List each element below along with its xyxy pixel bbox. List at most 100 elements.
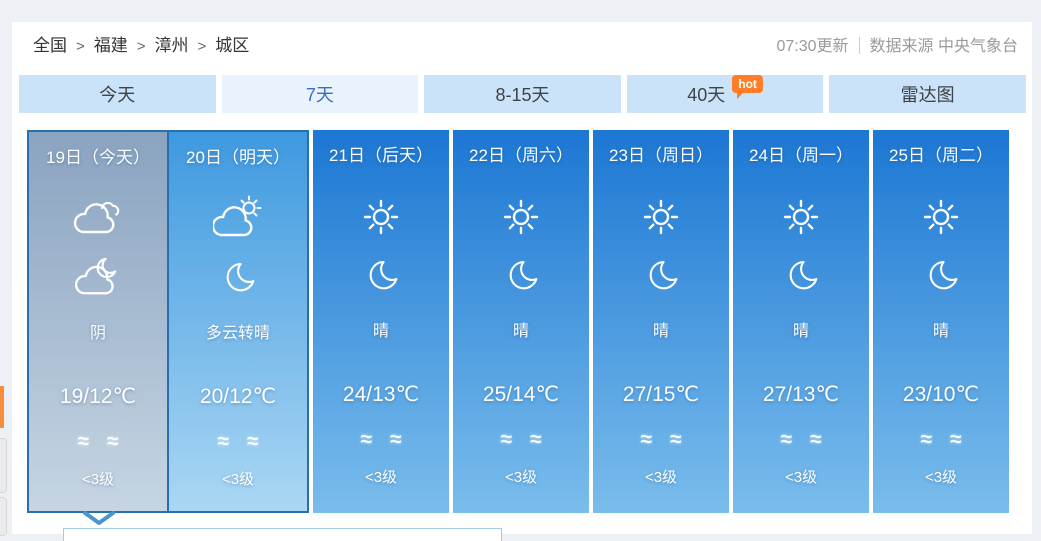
day-column-3[interactable]: 21日（后天）晴 24/13℃ ≈ ≈ <3级 — [313, 130, 449, 513]
selected-days-group: 19日（今天）阴 19/12℃ ≈ ≈ <3级 20日（明天） 多云转晴 20/12℃ ≈ ≈ <3… — [27, 130, 309, 513]
wind-wave-icon: ≈ — [950, 428, 962, 451]
wind-wave-icon: ≈ — [780, 428, 792, 451]
chevron-down-icon — [83, 511, 115, 525]
night-icon-slot — [733, 254, 869, 298]
day-column-1[interactable]: 19日（今天）阴 19/12℃ ≈ ≈ <3级 — [29, 132, 169, 511]
breadcrumb-link-2[interactable]: 漳州 — [154, 36, 189, 55]
day-date: 22日（周六） — [469, 146, 573, 165]
forecast-tabs: 今天 7天 8-15天 40天 hot 雷达图 — [19, 75, 1026, 113]
day-icon-slot — [169, 192, 307, 244]
detail-panel-edge — [63, 528, 502, 541]
wind-level-text: <3级 — [221, 471, 255, 488]
wind-row: ≈ ≈ — [313, 428, 449, 454]
wind-wave-icon: ≈ — [77, 430, 89, 453]
day-icon-slot — [29, 192, 167, 244]
day-column-2[interactable]: 20日（明天） 多云转晴 20/12℃ ≈ ≈ <3级 — [169, 132, 307, 511]
day-icon-slot — [593, 190, 729, 242]
tab-label: 雷达图 — [900, 85, 955, 105]
night-icon-slot — [29, 256, 167, 300]
forecast-days: 19日（今天）阴 19/12℃ ≈ ≈ <3级 20日（明天） 多云转晴 20/12℃ ≈ ≈ <3… — [27, 130, 1009, 513]
night-icon-slot — [169, 256, 307, 300]
temperature-text: 24/13℃ — [342, 383, 420, 406]
wind-wave-icon: ≈ — [500, 428, 512, 451]
breadcrumb-separator: > — [76, 38, 85, 55]
day-date: 23日（周日） — [609, 146, 713, 165]
update-divider — [858, 37, 860, 54]
weather-card: 全国 > 福建 > 漳州 > 城区 07:30更新 数据来源 中央气象台 今天 7天 8-15天 4… — [12, 22, 1032, 541]
tab-radar[interactable]: 雷达图 — [829, 75, 1026, 113]
moon-icon — [226, 262, 255, 292]
tab-label: 40天 — [687, 85, 726, 105]
moon-icon — [929, 260, 958, 290]
hot-badge: hot — [732, 75, 763, 99]
update-info: 07:30更新 数据来源 中央气象台 — [776, 32, 1018, 56]
weather-text: 晴 — [512, 323, 529, 340]
temperature-text: 27/15℃ — [622, 383, 700, 406]
sun-icon — [363, 199, 399, 235]
wind-wave-icon: ≈ — [640, 428, 652, 451]
moon-icon — [649, 260, 678, 290]
weather-text: 晴 — [652, 323, 669, 340]
day-date: 25日（周二） — [889, 146, 993, 165]
night-icon-slot — [453, 254, 589, 298]
breadcrumb: 全国 > 福建 > 漳州 > 城区 — [33, 31, 249, 56]
wind-level-text: <3级 — [364, 469, 398, 486]
wind-row: ≈ ≈ — [873, 428, 1009, 454]
wind-level-text: <3级 — [924, 469, 958, 486]
moon-icon — [509, 260, 538, 290]
tab-40day[interactable]: 40天 hot — [626, 75, 824, 113]
wind-wave-icon: ≈ — [810, 428, 822, 451]
wind-level-text: <3级 — [81, 471, 115, 488]
day-column-7[interactable]: 25日（周二）晴 23/10℃ ≈ ≈ <3级 — [873, 130, 1009, 513]
moon-icon — [789, 260, 818, 290]
day-date: 24日（周一） — [749, 146, 853, 165]
night-icon-slot — [873, 254, 1009, 298]
breadcrumb-separator: > — [197, 38, 207, 55]
breadcrumb-link-1[interactable]: 福建 — [93, 36, 128, 55]
tab-label: 今天 — [99, 85, 136, 105]
wind-row: ≈ ≈ — [169, 430, 307, 456]
day-date: 20日（明天） — [186, 148, 290, 167]
wind-level-text: <3级 — [504, 469, 538, 486]
day-icon-slot — [313, 190, 449, 242]
day-column-5[interactable]: 23日（周日）晴 27/15℃ ≈ ≈ <3级 — [593, 130, 729, 513]
temperature-text: 19/12℃ — [59, 385, 137, 408]
weather-text: 多云转晴 — [205, 325, 270, 342]
day-date: 19日（今天） — [46, 148, 150, 167]
day-column-4[interactable]: 22日（周六）晴 25/14℃ ≈ ≈ <3级 — [453, 130, 589, 513]
wind-row: ≈ ≈ — [733, 428, 869, 454]
wind-level-text: <3级 — [784, 469, 818, 486]
moon-icon — [369, 260, 398, 290]
update-time: 07:30更新 — [776, 38, 849, 55]
day-date: 21日（后天） — [329, 146, 433, 165]
weather-text: 阴 — [89, 325, 106, 342]
sun-icon — [923, 199, 959, 235]
wind-row: ≈ ≈ — [29, 430, 167, 456]
day-icon-slot — [453, 190, 589, 242]
sun-icon — [503, 199, 539, 235]
day-column-6[interactable]: 24日（周一）晴 27/13℃ ≈ ≈ <3级 — [733, 130, 869, 513]
wind-wave-icon: ≈ — [390, 428, 402, 451]
tab-today[interactable]: 今天 — [19, 75, 216, 113]
wind-row: ≈ ≈ — [453, 428, 589, 454]
weather-text: 晴 — [372, 323, 389, 340]
left-edge-widget-gray — [0, 438, 7, 493]
left-edge-widget-gray — [0, 497, 7, 536]
sun-icon — [783, 199, 819, 235]
breadcrumb-link-0[interactable]: 全国 — [33, 36, 67, 55]
wind-level-text: <3级 — [644, 469, 678, 486]
wind-wave-icon: ≈ — [530, 428, 542, 451]
tab-8-15day[interactable]: 8-15天 — [424, 75, 621, 113]
tab-label: 8-15天 — [495, 85, 550, 105]
temperature-text: 20/12℃ — [199, 385, 277, 408]
wind-wave-icon: ≈ — [107, 430, 119, 453]
wind-wave-icon: ≈ — [920, 428, 932, 451]
wind-wave-icon: ≈ — [247, 430, 259, 453]
breadcrumb-link-3[interactable]: 城区 — [215, 36, 250, 55]
wind-wave-icon: ≈ — [360, 428, 372, 451]
tab-7day[interactable]: 7天 — [221, 75, 419, 113]
wind-wave-icon: ≈ — [217, 430, 229, 453]
cloud-sun-icon — [213, 195, 262, 237]
temperature-text: 25/14℃ — [482, 383, 560, 406]
overcast-icon — [73, 201, 120, 234]
